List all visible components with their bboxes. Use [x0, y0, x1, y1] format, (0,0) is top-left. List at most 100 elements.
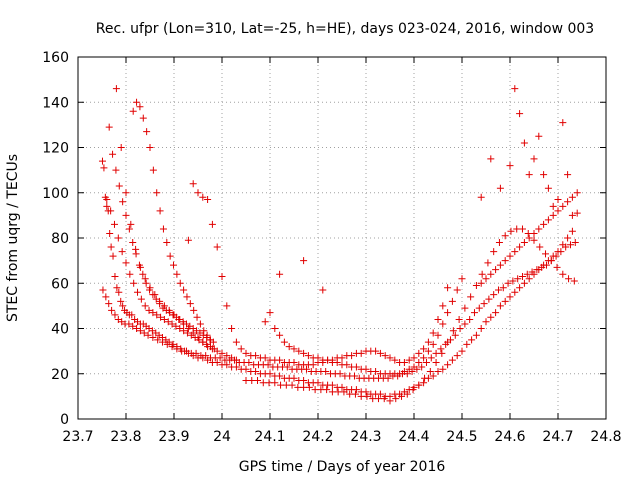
data-point [117, 144, 125, 151]
data-point [204, 343, 212, 351]
data-point [173, 345, 181, 353]
data-point [536, 243, 544, 251]
y-tick-label: 160 [42, 50, 69, 66]
data-point [542, 261, 550, 269]
data-point [122, 259, 130, 267]
data-point [477, 193, 485, 201]
data-point [305, 383, 313, 391]
data-point [530, 155, 538, 163]
data-point [129, 239, 137, 247]
data-point [159, 225, 167, 233]
data-point [242, 365, 250, 373]
data-point [559, 202, 567, 210]
data-point [458, 275, 466, 283]
data-point [553, 263, 561, 271]
data-point [199, 338, 207, 346]
data-point [511, 248, 519, 256]
data-point [283, 363, 291, 371]
y-tick-label: 120 [42, 141, 69, 157]
data-point [328, 381, 336, 389]
data-point [564, 171, 572, 179]
x-tick-label: 23.8 [110, 429, 141, 445]
data-point [501, 232, 509, 240]
data-point [142, 279, 150, 287]
data-point [415, 381, 423, 389]
data-point [538, 263, 546, 271]
data-point [424, 338, 432, 346]
data-point [372, 367, 380, 375]
data-point [176, 279, 184, 287]
data-point [182, 347, 190, 355]
data-point [496, 261, 504, 269]
data-point [113, 284, 121, 292]
data-point [559, 270, 567, 278]
x-tick-label: 24 [213, 429, 231, 445]
data-point [105, 123, 113, 131]
data-point [490, 248, 498, 256]
data-point [564, 234, 572, 242]
x-tick-label: 24.1 [254, 429, 285, 445]
data-point [453, 286, 461, 294]
data-point [461, 320, 469, 328]
data-point [127, 220, 135, 228]
data-point [549, 202, 557, 210]
data-point [386, 354, 394, 362]
data-point [351, 390, 359, 398]
data-point [160, 315, 168, 323]
data-point [352, 386, 360, 394]
data-point [139, 114, 147, 122]
data-point [109, 252, 117, 260]
data-point [237, 345, 245, 353]
data-point [525, 171, 533, 179]
data-point [381, 352, 389, 360]
data-point [501, 257, 509, 265]
data-point [232, 338, 240, 346]
data-point [176, 325, 184, 332]
x-tick-label: 24.6 [494, 429, 525, 445]
data-point [410, 363, 418, 371]
data-point [506, 252, 514, 260]
data-point [480, 300, 488, 308]
data-point [472, 282, 480, 290]
data-point [487, 313, 495, 321]
data-point [568, 227, 576, 235]
data-point [119, 198, 127, 206]
data-point [319, 286, 327, 294]
x-tick-label: 24.5 [446, 429, 477, 445]
data-point [295, 347, 303, 355]
data-point [415, 349, 423, 357]
data-point [478, 270, 486, 278]
data-point [133, 325, 141, 332]
data-point [426, 367, 434, 375]
data-point [482, 318, 490, 326]
data-point [276, 356, 284, 364]
data-point [343, 361, 351, 369]
data-point [128, 311, 136, 319]
data-point [549, 211, 557, 219]
data-point [184, 325, 192, 332]
data-point [516, 110, 524, 118]
data-point [194, 334, 202, 342]
data-point [499, 284, 507, 292]
data-point [363, 392, 371, 400]
data-point [160, 302, 168, 310]
data-point [100, 164, 108, 172]
data-point [156, 207, 164, 215]
data-point [518, 225, 526, 233]
data-point [102, 293, 110, 301]
data-point [424, 347, 432, 355]
data-point [565, 275, 573, 283]
data-point [266, 370, 274, 378]
data-point [157, 313, 165, 321]
data-point [384, 374, 392, 382]
data-point [163, 239, 171, 247]
data-point [420, 379, 428, 387]
data-point [525, 275, 533, 283]
data-point [571, 239, 579, 247]
data-point [520, 139, 528, 147]
data-point [290, 358, 298, 366]
data-series-6 [129, 98, 214, 344]
data-point [199, 193, 207, 201]
data-point [496, 302, 504, 310]
data-point [437, 345, 445, 353]
